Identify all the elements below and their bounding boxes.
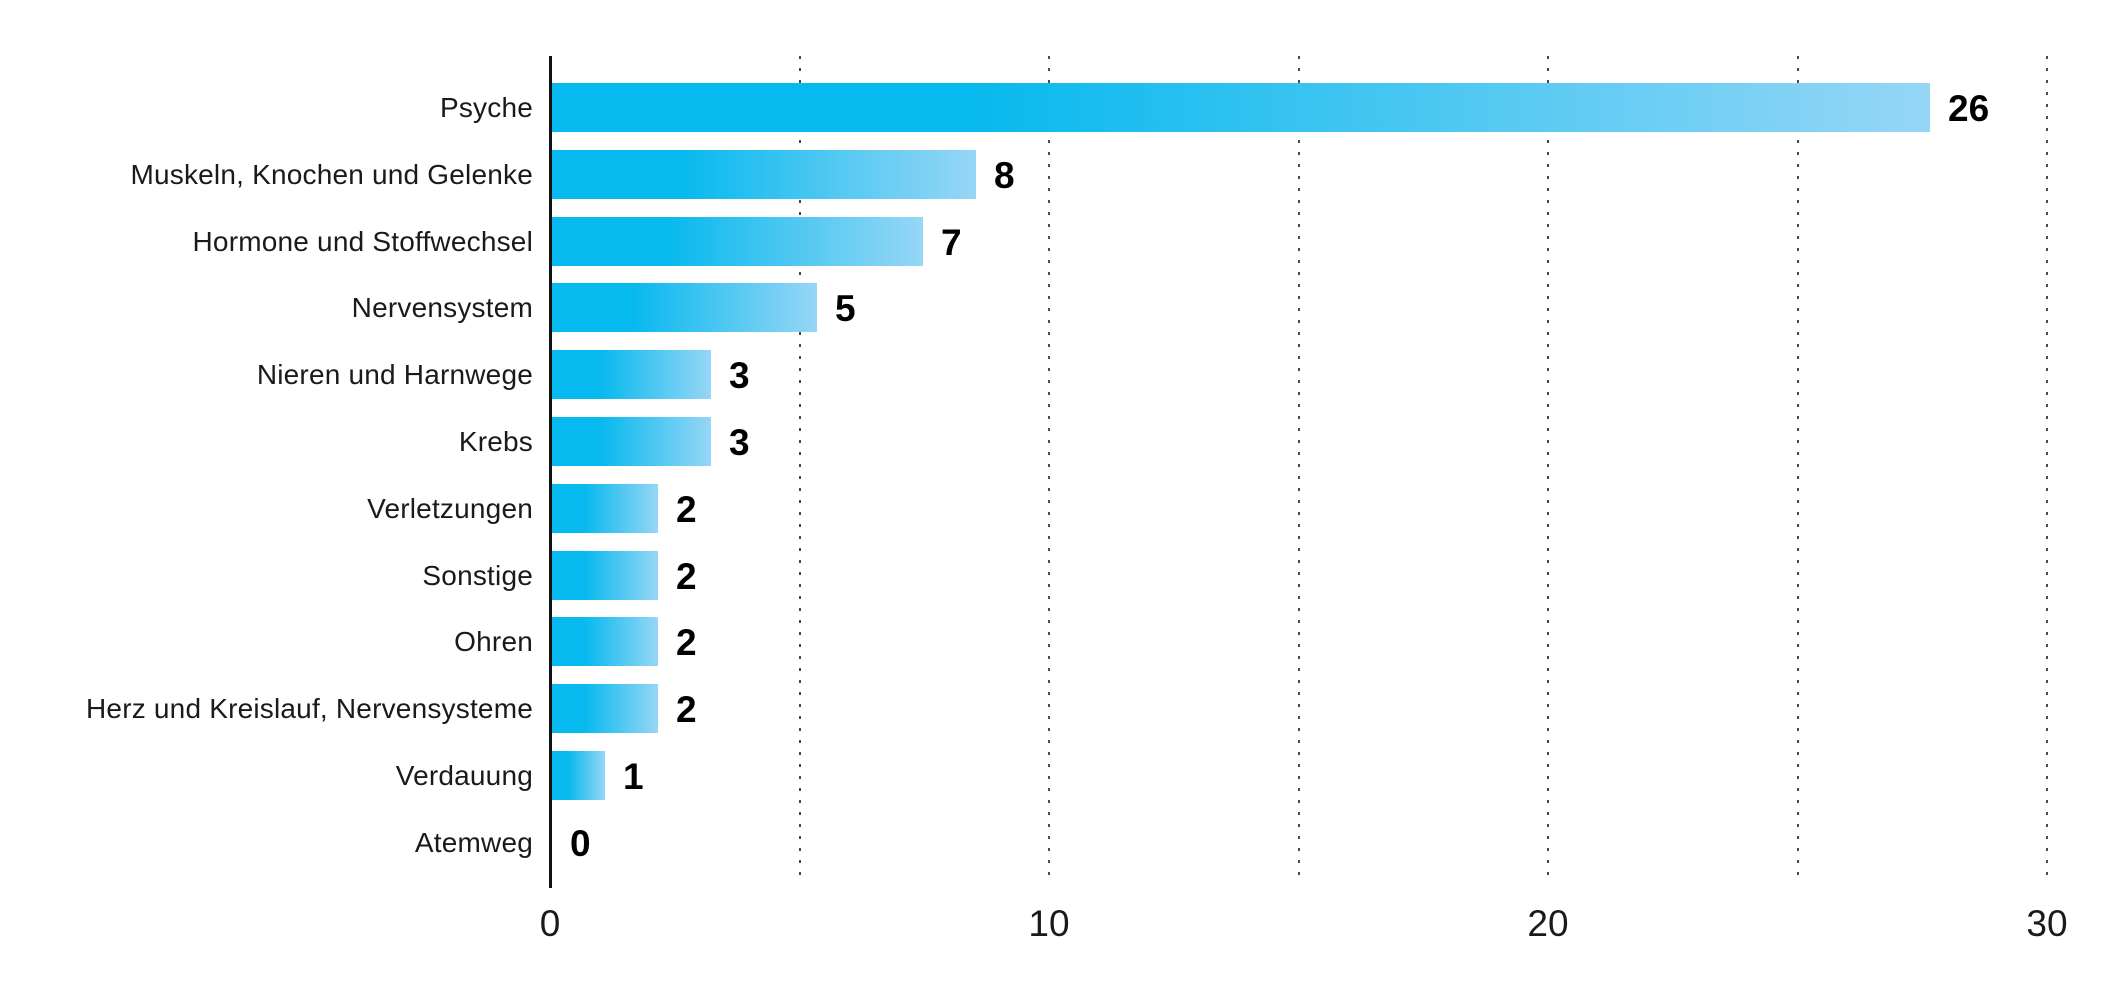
gridline <box>1547 56 1549 884</box>
category-label: Nervensystem <box>351 292 533 323</box>
x-tick-label: 10 <box>1028 903 1070 944</box>
category-label: Muskeln, Knochen und Gelenke <box>130 159 533 190</box>
category-label: Hormone und Stoffwechsel <box>192 226 533 257</box>
bar <box>552 350 711 399</box>
category-label: Verdauung <box>395 760 533 791</box>
gridline <box>798 56 801 884</box>
bar <box>552 417 711 466</box>
y-axis-line <box>549 56 552 888</box>
category-label: Psyche <box>439 92 533 123</box>
value-label: 5 <box>835 288 856 329</box>
value-label: 3 <box>729 355 750 396</box>
bar <box>552 217 923 266</box>
bar <box>552 150 976 199</box>
value-label: 3 <box>729 422 750 463</box>
value-label: 2 <box>676 489 697 530</box>
category-label: Sonstige <box>422 560 533 591</box>
x-tick-label: 20 <box>1527 903 1569 944</box>
category-label: Krebs <box>458 426 533 457</box>
value-label: 2 <box>676 556 697 597</box>
category-label: Ohren <box>454 626 533 657</box>
gridline <box>2046 56 2048 884</box>
category-label: Nieren und Harnwege <box>256 359 533 390</box>
x-tick-label: 0 <box>539 903 561 944</box>
value-label: 7 <box>941 222 962 263</box>
category-label: Herz und Kreislauf, Nervensysteme <box>86 693 533 724</box>
value-label: 0 <box>570 823 591 864</box>
bar <box>552 283 817 332</box>
bar <box>552 617 658 666</box>
bar <box>552 484 658 533</box>
gridline <box>1297 56 1300 884</box>
x-tick-label: 30 <box>2026 903 2068 944</box>
value-label: 8 <box>994 155 1015 196</box>
value-label: 2 <box>676 689 697 730</box>
bar <box>552 83 1930 132</box>
gridline <box>1048 56 1050 884</box>
value-label: 2 <box>676 622 697 663</box>
bar <box>552 551 658 600</box>
category-label: Verletzungen <box>367 493 533 524</box>
value-label: 1 <box>623 756 644 797</box>
bar <box>552 684 658 733</box>
bar <box>552 751 605 800</box>
category-label: Atemweg <box>414 827 533 858</box>
value-label: 26 <box>1948 88 1990 129</box>
gridline <box>1796 56 1799 884</box>
